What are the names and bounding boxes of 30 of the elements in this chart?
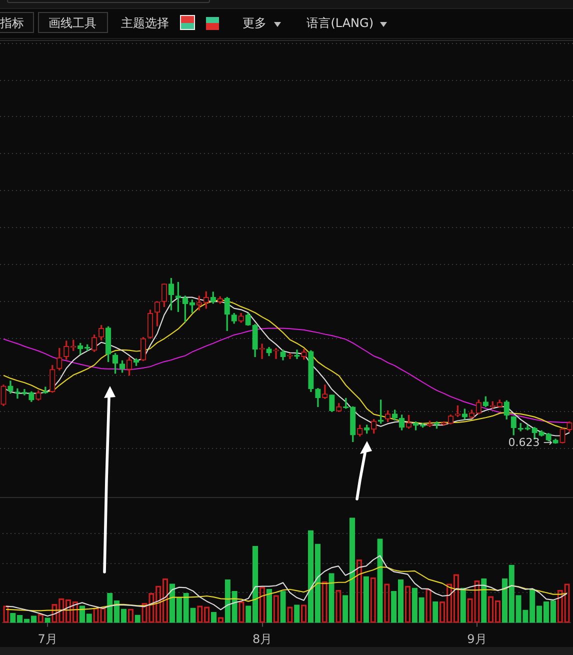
bar	[232, 590, 238, 623]
bar	[412, 588, 418, 623]
bar	[224, 579, 230, 623]
text: 画线工具	[48, 15, 96, 32]
text: 指标	[0, 15, 24, 32]
x-tick-label: 7月	[38, 632, 58, 646]
annotation: 0.623 →	[508, 436, 553, 450]
text: 主题选择	[121, 15, 169, 32]
bar	[328, 573, 334, 623]
bar	[460, 588, 466, 623]
candlestick	[14, 388, 20, 399]
bar	[377, 538, 383, 623]
bar	[183, 593, 189, 623]
bar	[432, 601, 438, 623]
bar	[418, 597, 424, 623]
bar	[190, 608, 196, 623]
bar	[516, 595, 522, 623]
bar	[481, 578, 487, 623]
bar	[10, 612, 16, 623]
bar	[210, 612, 217, 623]
x-tick-label: 8月	[252, 632, 272, 646]
bar	[363, 576, 369, 623]
candlestick	[273, 348, 279, 360]
bar	[280, 590, 286, 623]
text: 语言(LANG)	[306, 15, 374, 32]
x-tick-label: 9月	[467, 632, 487, 646]
bar	[294, 604, 300, 623]
text: 更多	[242, 15, 267, 32]
bar	[522, 610, 528, 623]
bar	[266, 588, 272, 623]
